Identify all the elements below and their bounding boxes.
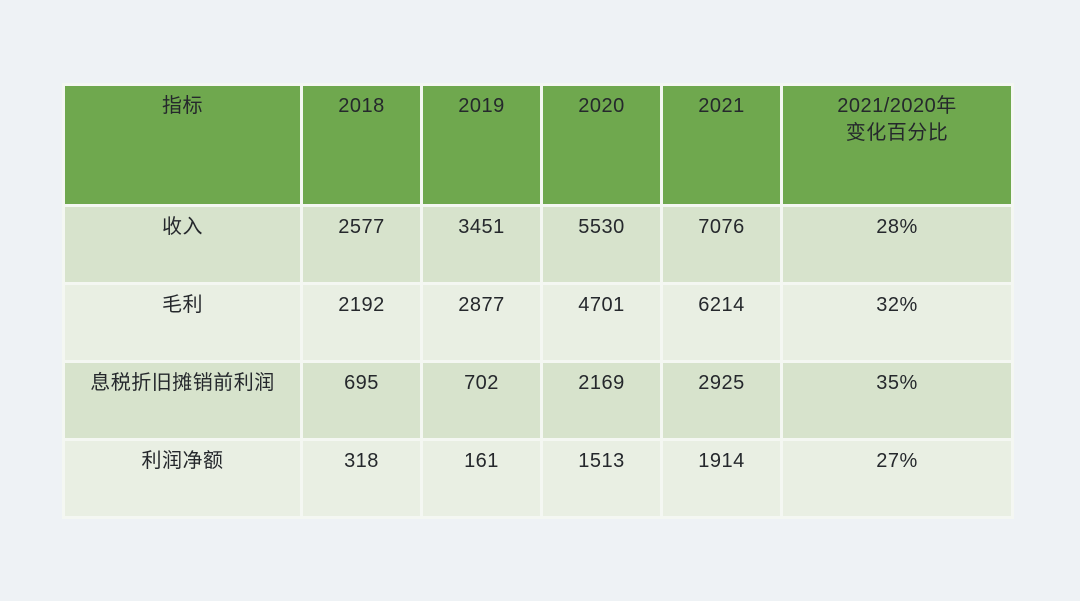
table-cell: 3451 xyxy=(423,207,540,282)
table-header-row: 指标 2018 2019 2020 2021 2021/2020年 变化百分比 xyxy=(65,86,1011,204)
header-cell-2018: 2018 xyxy=(303,86,420,204)
row-label: 收入 xyxy=(65,207,300,282)
header-cell-change-pct: 2021/2020年 变化百分比 xyxy=(783,86,1011,204)
table-cell: 28% xyxy=(783,207,1011,282)
table-cell: 318 xyxy=(303,441,420,516)
table-cell: 6214 xyxy=(663,285,780,360)
financial-metrics-table: 指标 2018 2019 2020 2021 2021/2020年 变化百分比 … xyxy=(62,83,1014,519)
row-label: 毛利 xyxy=(65,285,300,360)
row-label: 利润净额 xyxy=(65,441,300,516)
table-cell: 1914 xyxy=(663,441,780,516)
table-cell: 2877 xyxy=(423,285,540,360)
table-cell: 35% xyxy=(783,363,1011,438)
table-row-ebitda: 息税折旧摊销前利润 695 702 2169 2925 35% xyxy=(65,363,1011,438)
table-cell: 7076 xyxy=(663,207,780,282)
header-cell-2019: 2019 xyxy=(423,86,540,204)
table-row-revenue: 收入 2577 3451 5530 7076 28% xyxy=(65,207,1011,282)
table-cell: 2925 xyxy=(663,363,780,438)
table-cell: 2577 xyxy=(303,207,420,282)
table-cell: 2192 xyxy=(303,285,420,360)
table-cell: 27% xyxy=(783,441,1011,516)
table-row-gross-profit: 毛利 2192 2877 4701 6214 32% xyxy=(65,285,1011,360)
header-cell-2020: 2020 xyxy=(543,86,660,204)
table-cell: 2169 xyxy=(543,363,660,438)
header-cell-2021: 2021 xyxy=(663,86,780,204)
table-cell: 5530 xyxy=(543,207,660,282)
table-cell: 1513 xyxy=(543,441,660,516)
table-cell: 4701 xyxy=(543,285,660,360)
table-row-net-profit: 利润净额 318 161 1513 1914 27% xyxy=(65,441,1011,516)
row-label: 息税折旧摊销前利润 xyxy=(65,363,300,438)
table-cell: 702 xyxy=(423,363,540,438)
table-cell: 161 xyxy=(423,441,540,516)
header-cell-indicator: 指标 xyxy=(65,86,300,204)
table-cell: 32% xyxy=(783,285,1011,360)
table-cell: 695 xyxy=(303,363,420,438)
